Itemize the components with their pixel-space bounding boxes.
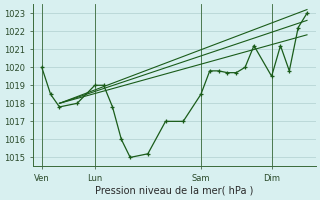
X-axis label: Pression niveau de la mer( hPa ): Pression niveau de la mer( hPa ) bbox=[95, 186, 253, 196]
